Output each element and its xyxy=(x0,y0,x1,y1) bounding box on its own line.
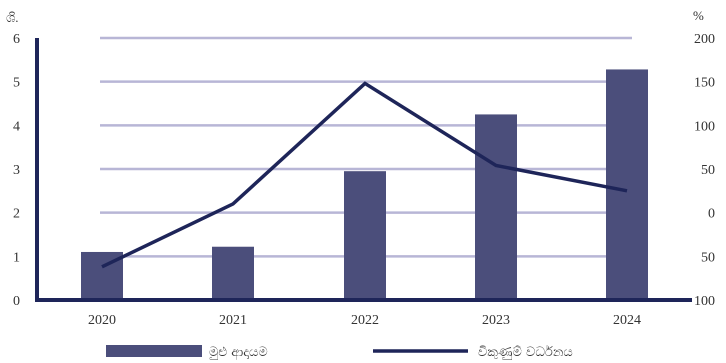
right-tick-label: 100 xyxy=(694,119,715,134)
right-tick-label: 50 xyxy=(701,250,715,265)
right-tick-label: 150 xyxy=(694,76,715,91)
left-tick-label: 6 xyxy=(13,32,20,47)
growth-line xyxy=(101,81,628,269)
line-series xyxy=(101,81,628,269)
right-tick-label: 200 xyxy=(694,32,715,47)
x-tick-label: 2021 xyxy=(219,313,247,328)
x-axis-ticks: 2020 2021 2022 2023 2024 xyxy=(88,313,641,328)
bar-2023 xyxy=(475,114,517,301)
right-tick-label: 100 xyxy=(694,294,715,309)
right-axis-ticks: 100 50 0 50 100 150 200 xyxy=(694,32,715,309)
bar-2021 xyxy=(212,246,254,300)
x-tick-label: 2023 xyxy=(482,313,510,328)
x-tick-label: 2022 xyxy=(351,313,379,328)
left-tick-label: 5 xyxy=(13,76,20,91)
left-tick-label: 2 xyxy=(13,207,20,222)
bar-series xyxy=(81,69,648,301)
legend: මුළු ආදායම විකුණුම් වර්ධනය xyxy=(106,344,573,360)
left-axis-unit: ශි. xyxy=(6,10,19,25)
legend-bar-swatch xyxy=(106,345,202,357)
left-tick-label: 1 xyxy=(13,250,20,265)
x-tick-label: 2024 xyxy=(613,313,641,328)
left-axis-ticks: 0 1 2 3 4 5 6 xyxy=(13,32,20,309)
x-tick-label: 2020 xyxy=(88,313,116,328)
right-tick-label: 0 xyxy=(708,207,715,222)
legend-bar-label: මුළු ආදායම xyxy=(209,345,268,360)
gridlines xyxy=(100,36,632,258)
bar-2022 xyxy=(344,171,386,300)
legend-line-label: විකුණුම් වර්ධනය xyxy=(478,344,573,360)
right-tick-label: 50 xyxy=(701,163,715,178)
bar-2024 xyxy=(606,69,648,300)
right-axis-unit: % xyxy=(693,8,704,23)
left-tick-label: 4 xyxy=(13,119,20,134)
left-tick-label: 0 xyxy=(13,294,20,309)
left-tick-label: 3 xyxy=(13,163,20,178)
